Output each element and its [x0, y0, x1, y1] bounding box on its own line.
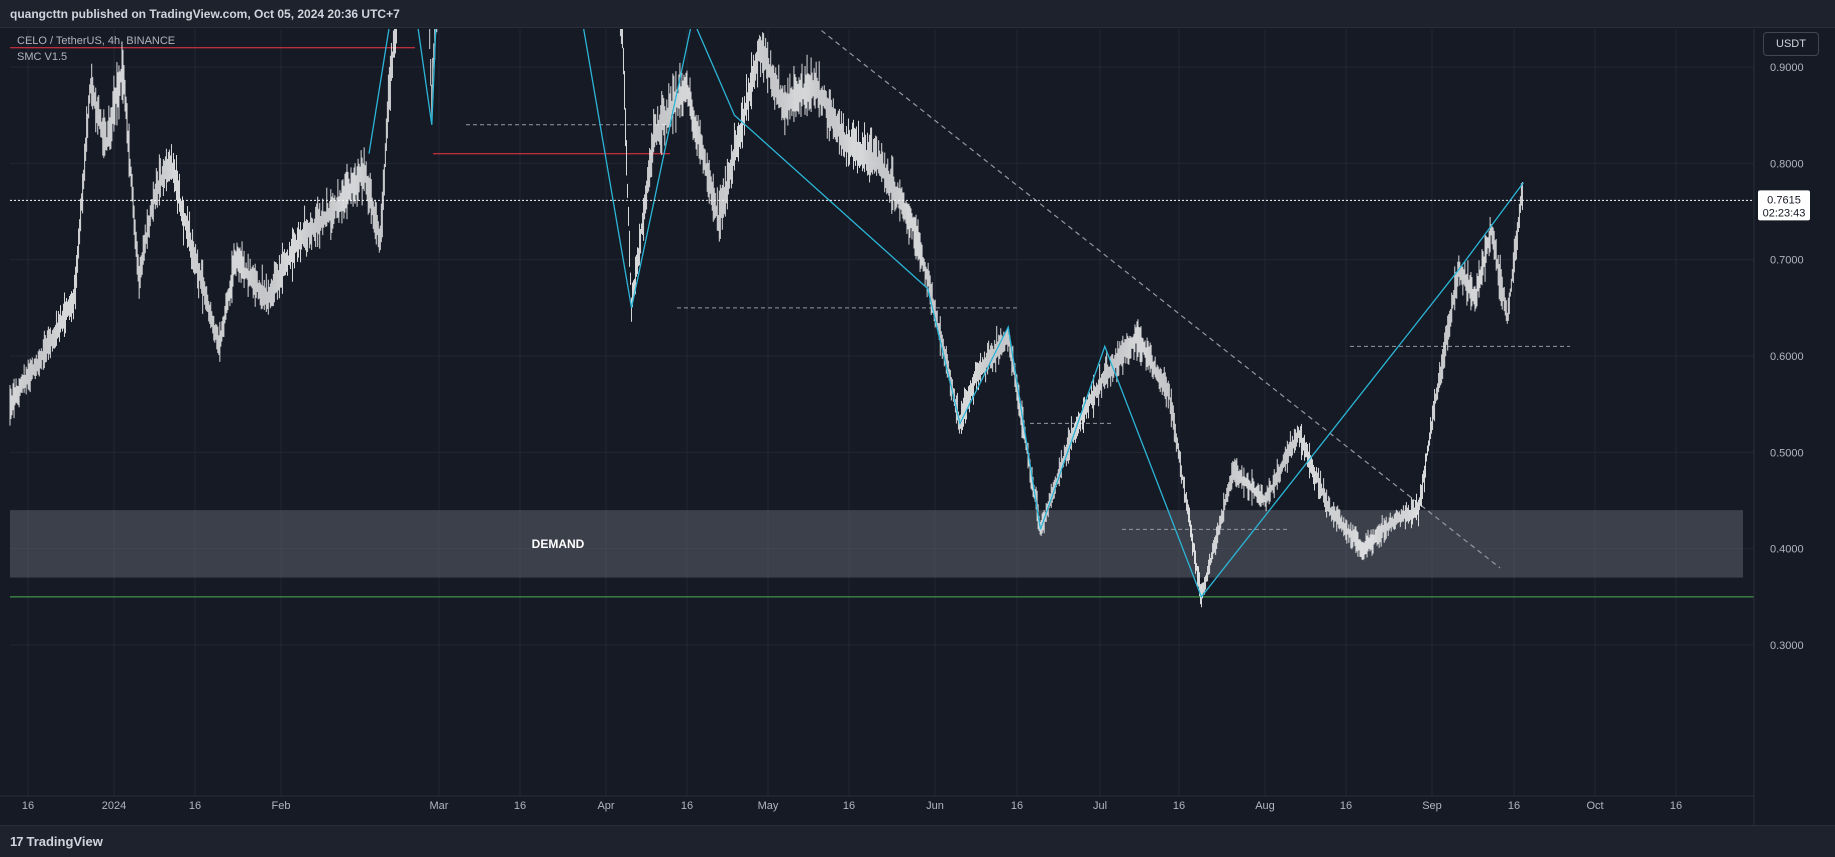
price-tick-label: 0.6000 — [1770, 351, 1804, 363]
time-tick-label: 16 — [1340, 800, 1352, 812]
annotations: DEMAND — [10, 29, 1754, 598]
time-tick-label: Sep — [1422, 800, 1442, 812]
indicator-legend[interactable]: SMC V1.5 — [17, 51, 68, 63]
top-bar: quangcttn published on TradingView.com, … — [0, 0, 1835, 28]
time-tick-label: 16 — [1173, 800, 1185, 812]
time-tick-label: 16 — [843, 800, 855, 812]
current-price-box — [1758, 190, 1810, 221]
zigzag-line — [368, 29, 1524, 599]
time-tick-label: Apr — [597, 800, 614, 812]
symbol-legend[interactable]: CELO / TetherUS, 4h, BINANCE — [17, 35, 176, 47]
trendline — [818, 29, 1501, 569]
price-tick-label: 0.7000 — [1770, 255, 1804, 267]
time-tick-label: 2024 — [102, 800, 126, 812]
time-tick-label: Mar — [430, 800, 449, 812]
time-tick-label: Jul — [1093, 800, 1107, 812]
chart-panel[interactable]: DEMAND 1.90001.80001.70001.60001.50001.4… — [0, 29, 1835, 825]
demand-label: DEMAND — [532, 537, 585, 551]
publish-info: quangcttn published on TradingView.com, … — [10, 7, 400, 21]
time-tick-label: 16 — [1011, 800, 1023, 812]
price-chart[interactable]: DEMAND 1.90001.80001.70001.60001.50001.4… — [0, 29, 1835, 825]
time-tick-label: Feb — [272, 800, 291, 812]
tradingview-logo-text: TradingView — [26, 834, 103, 849]
price-tick-label: 0.3000 — [1770, 640, 1804, 652]
time-tick-label: Jun — [926, 800, 944, 812]
tradingview-logo-icon: 17 — [10, 834, 24, 849]
axes: 1.90001.80001.70001.60001.50001.40001.30… — [0, 29, 1810, 825]
time-tick-label: 16 — [1670, 800, 1682, 812]
tradingview-logo[interactable]: 17 TradingView — [10, 834, 103, 849]
price-tick-label: 0.4000 — [1770, 544, 1804, 556]
overlay-lines — [10, 29, 1754, 599]
time-tick-label: 16 — [681, 800, 693, 812]
current-price-countdown: 02:23:43 — [1763, 207, 1806, 219]
price-tick-label: 0.9000 — [1770, 62, 1804, 74]
price-series — [9, 29, 1523, 608]
currency-button[interactable]: USDT — [1763, 32, 1819, 56]
time-tick-label: 16 — [1508, 800, 1520, 812]
time-tick-label: May — [758, 800, 779, 812]
demand-zone — [10, 510, 1743, 578]
price-tick-label: 0.8000 — [1770, 158, 1804, 170]
time-tick-label: Oct — [1586, 800, 1603, 812]
time-tick-label: Aug — [1255, 800, 1275, 812]
time-tick-label: 16 — [189, 800, 201, 812]
time-tick-label: 16 — [22, 800, 34, 812]
current-price-label: 0.7615 — [1767, 194, 1801, 206]
time-tick-label: 16 — [514, 800, 526, 812]
bottom-bar: 17 TradingView — [0, 825, 1835, 857]
price-tick-label: 0.5000 — [1770, 447, 1804, 459]
